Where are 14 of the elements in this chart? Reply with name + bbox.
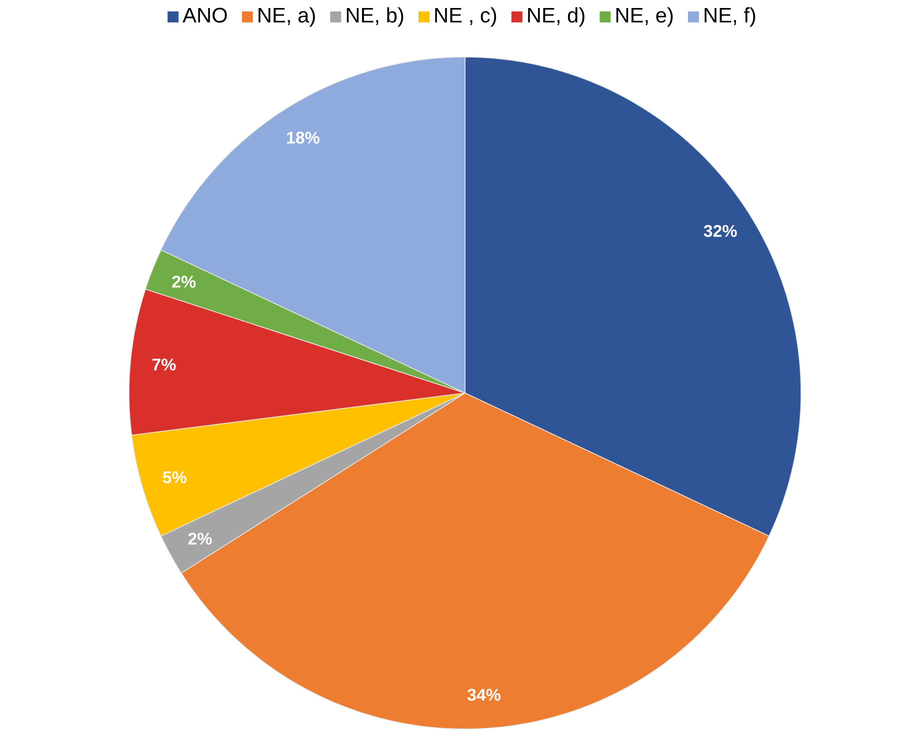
- legend-label: ANO: [182, 8, 227, 23]
- data-label: 34%: [467, 688, 500, 701]
- data-label: 5%: [162, 471, 186, 484]
- data-label: 32%: [704, 224, 737, 237]
- legend-label: NE, a): [258, 7, 315, 27]
- data-label: 2%: [188, 532, 212, 545]
- data-label: 18%: [287, 132, 320, 144]
- legend-label: NE , c): [435, 7, 496, 27]
- legend-label: NE, b): [346, 7, 404, 27]
- legend-label: NE, d): [528, 7, 584, 27]
- data-label: 7%: [152, 358, 176, 370]
- data-label: 2%: [172, 276, 196, 288]
- legend-label: NE, e): [616, 7, 673, 27]
- legend-label: NE, f): [704, 7, 756, 27]
